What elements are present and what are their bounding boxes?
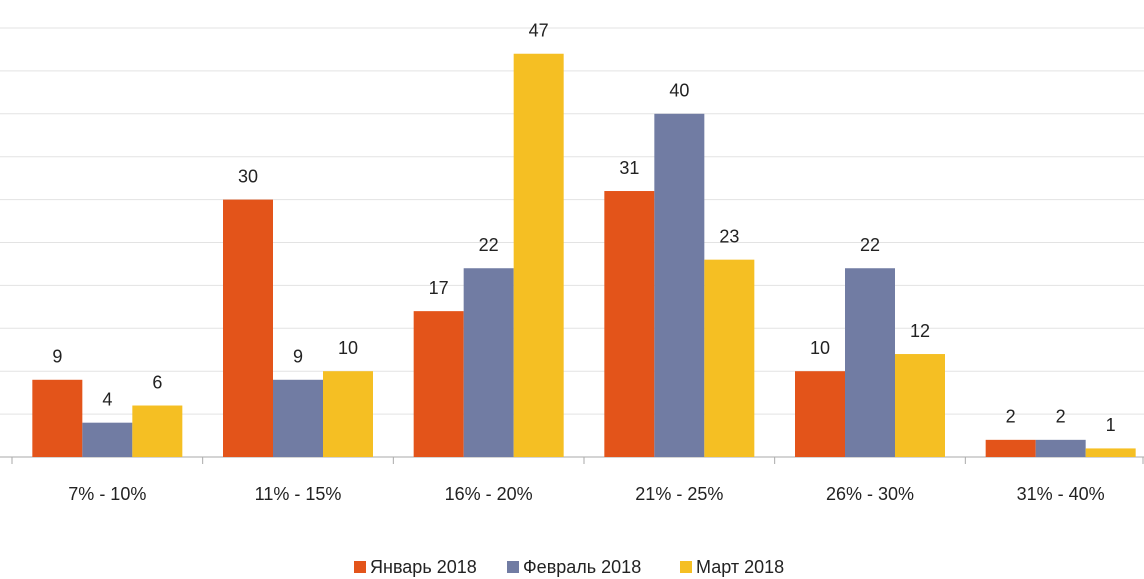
bar [1085, 448, 1136, 457]
bar [845, 268, 895, 457]
bar [463, 268, 514, 457]
bar [1035, 439, 1086, 457]
bar [795, 371, 845, 457]
x-tick-label: 11% - 15% [255, 484, 342, 504]
data-label: 22 [860, 235, 880, 255]
data-label: 10 [338, 338, 358, 358]
data-label: 1 [1106, 415, 1116, 435]
bar [604, 191, 655, 457]
x-tick-label: 26% - 30% [826, 484, 914, 504]
bar [654, 113, 705, 458]
x-tick-label: 16% - 20% [445, 484, 533, 504]
bar [323, 371, 373, 457]
data-label: 12 [910, 321, 930, 341]
data-label: 47 [529, 20, 549, 40]
bar [82, 422, 133, 457]
data-label: 40 [669, 81, 689, 101]
bar [704, 259, 755, 457]
bar [413, 311, 464, 457]
bar [895, 354, 945, 457]
data-label: 9 [293, 347, 303, 367]
data-label: 9 [52, 347, 62, 367]
bar [223, 199, 273, 457]
bar [513, 53, 564, 458]
data-label: 2 [1056, 407, 1066, 427]
bar [273, 379, 323, 457]
x-tick-label: 21% - 25% [635, 484, 723, 504]
data-label: 4 [102, 389, 112, 409]
data-label: 2 [1006, 407, 1016, 427]
bar [32, 379, 83, 457]
data-label: 6 [152, 372, 162, 392]
legend-swatch [354, 561, 366, 573]
legend-swatch [680, 561, 692, 573]
data-label: 17 [429, 278, 449, 298]
legend-label: Февраль 2018 [523, 557, 641, 577]
x-tick-label: 31% - 40% [1017, 484, 1105, 504]
legend-swatch [507, 561, 519, 573]
bar [985, 439, 1036, 457]
legend-label: Март 2018 [696, 557, 784, 577]
data-label: 31 [619, 158, 639, 178]
bar [132, 405, 183, 457]
legend-label: Январь 2018 [370, 557, 477, 577]
data-label: 23 [719, 226, 739, 246]
x-tick-label: 7% - 10% [68, 484, 146, 504]
data-label: 10 [810, 338, 830, 358]
data-label: 22 [479, 235, 499, 255]
data-label: 30 [238, 166, 258, 186]
